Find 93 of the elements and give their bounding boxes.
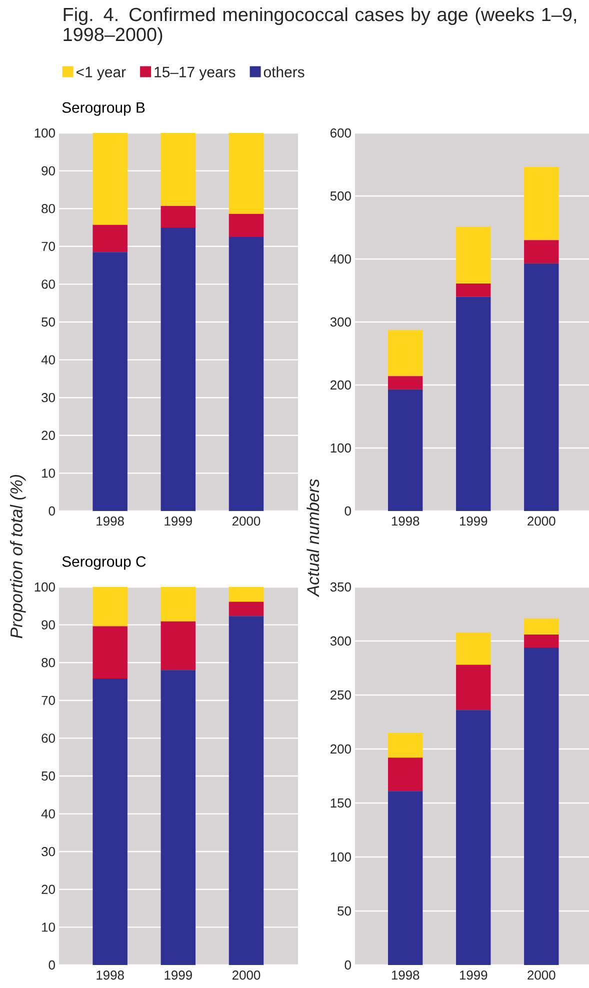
x-tick-label: 1998	[392, 970, 420, 980]
bar	[524, 263, 559, 511]
y-tick-label: 90	[42, 620, 55, 630]
y-tick-label: 0	[344, 506, 351, 516]
bar	[92, 132, 128, 225]
y-tick-label: 40	[41, 355, 55, 364]
bar	[160, 132, 196, 206]
bar	[160, 206, 196, 228]
y-tick-label: 400	[330, 254, 351, 264]
x-tick-label: 1999	[164, 970, 192, 980]
y-tick-label: 70	[42, 242, 55, 251]
x-tick-label: 1998	[96, 516, 124, 526]
bar	[524, 634, 559, 648]
y-tick-label: 80	[42, 204, 55, 214]
bar	[228, 132, 264, 214]
y-tick-label: 0	[48, 506, 55, 516]
y-axis-title: Proportion of total (%)	[10, 475, 26, 638]
bar	[456, 632, 491, 665]
bar	[228, 602, 264, 616]
y-tick-label: 10	[42, 468, 55, 478]
y-tick-label: 100	[34, 128, 55, 138]
y-tick-label: 100	[330, 852, 351, 862]
bar	[160, 670, 196, 965]
bar	[228, 214, 264, 237]
bar	[92, 586, 128, 626]
y-tick-label: 20	[42, 430, 55, 440]
y-tick-label: 60	[42, 734, 55, 743]
legend-label: 15–17 years	[154, 66, 236, 80]
bar	[388, 732, 423, 758]
bar	[524, 240, 559, 264]
bar	[388, 791, 423, 965]
y-tick-label: 200	[330, 744, 351, 754]
bar	[456, 284, 491, 297]
y-tick-label: 50	[42, 771, 55, 781]
bar	[388, 389, 423, 511]
y-tick-label: 0	[48, 960, 55, 970]
x-tick-label: 2000	[232, 970, 260, 980]
bar	[388, 376, 423, 390]
y-tick-label: 100	[34, 582, 55, 592]
x-tick-label: 1998	[96, 970, 124, 980]
bar	[524, 167, 559, 240]
y-tick-label: 300	[330, 317, 351, 327]
x-tick-label: 1998	[392, 516, 420, 526]
chart-subtitle: Serogroup B	[62, 102, 145, 116]
y-tick-label: 50	[338, 906, 351, 916]
bar	[456, 226, 491, 284]
x-tick-label: 2000	[232, 516, 260, 526]
bar	[160, 621, 196, 670]
legend-label: others	[264, 66, 304, 78]
chart-subtitle: Serogroup C	[62, 556, 146, 570]
y-tick-label: 40	[41, 809, 55, 818]
legend-label: <1 year	[76, 66, 126, 80]
y-tick-label: 20	[42, 884, 55, 894]
y-tick-label: 150	[330, 798, 351, 808]
bar	[524, 647, 559, 965]
x-tick-label: 2000	[528, 516, 556, 526]
bar	[228, 616, 264, 965]
bar	[92, 252, 128, 511]
y-tick-label: 100	[330, 443, 351, 453]
y-axis-title: Actual numbers	[306, 478, 320, 598]
bar	[160, 227, 196, 511]
y-tick-label: 600	[330, 128, 351, 138]
bar	[524, 618, 559, 635]
y-tick-label: 350	[330, 582, 351, 592]
y-tick-label: 500	[330, 191, 351, 201]
y-tick-label: 0	[344, 960, 351, 970]
chart-title: Fig. 4. Confirmed meningococcal cases by age (weeks 1–9, 1998–2000)	[64, 7, 576, 45]
bar	[456, 710, 491, 965]
bar	[456, 664, 491, 710]
bar	[92, 678, 128, 965]
y-tick-label: 60	[42, 280, 55, 289]
y-tick-label: 30	[42, 847, 55, 856]
bar	[228, 586, 264, 602]
y-tick-label: 80	[42, 658, 55, 668]
bar	[388, 758, 423, 792]
x-tick-label: 2000	[528, 970, 556, 980]
y-tick-label: 250	[330, 690, 351, 700]
x-tick-label: 1999	[164, 516, 192, 526]
y-tick-label: 30	[42, 393, 55, 402]
x-tick-label: 1999	[460, 970, 488, 980]
x-tick-label: 1999	[460, 516, 488, 526]
bar	[92, 626, 128, 678]
y-tick-label: 70	[42, 696, 55, 705]
bar	[160, 586, 196, 622]
y-tick-label: 50	[42, 317, 55, 327]
bar	[228, 236, 264, 511]
bar	[456, 296, 491, 511]
y-tick-label: 200	[330, 380, 351, 390]
y-tick-label: 300	[330, 636, 351, 646]
bar	[92, 224, 128, 252]
y-tick-label: 90	[42, 166, 55, 176]
bar	[388, 330, 423, 376]
y-tick-label: 10	[42, 922, 55, 932]
